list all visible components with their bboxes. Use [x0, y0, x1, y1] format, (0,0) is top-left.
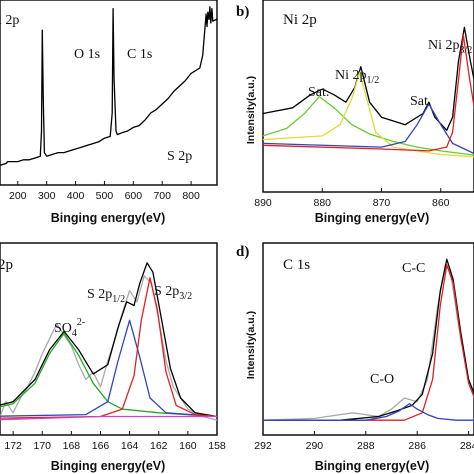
x-tick-label: 600	[125, 190, 143, 202]
x-tick-label: 200	[9, 190, 27, 202]
x-tick-label: 286	[408, 440, 426, 452]
x-tick-label: 158	[208, 440, 226, 452]
x-tick-label: 170	[33, 440, 51, 452]
panel-a: 800 700 600 500 400 300 200 Binging energy(eV) i…	[0, 0, 218, 225]
series-line-c-3	[0, 319, 217, 418]
peak-annotation: SO42-	[54, 317, 85, 339]
series-line-b-3	[263, 103, 474, 155]
x-tick-label: 166	[92, 440, 110, 452]
panel-label: b)	[236, 4, 249, 20]
x-tick-label: 880	[313, 197, 331, 209]
series-line-d-1	[263, 258, 474, 421]
x-tick-label: 160	[179, 440, 197, 452]
axes-frame	[262, 0, 474, 193]
panel-title: Ni 2p	[283, 12, 317, 28]
panel-label: d)	[236, 244, 249, 260]
series-line-d-2	[263, 264, 474, 421]
peak-annotation: S 2p3/2	[154, 284, 192, 302]
x-tick-label: 500	[96, 190, 114, 202]
y-axis-label: Intensity(a.u.)	[245, 76, 257, 144]
x-axis-label: Binging energy(eV)	[315, 211, 430, 225]
peak-annotation: Sat.	[410, 94, 431, 109]
x-tick-label: 292	[254, 440, 272, 452]
peak-annotation: C-O	[370, 372, 394, 387]
x-axis-label: Binging energy(eV)	[315, 459, 430, 473]
x-tick-label: 168	[63, 440, 81, 452]
panel-title: 2p	[0, 257, 13, 273]
x-tick-label: 290	[306, 440, 324, 452]
x-tick-label: 700	[153, 190, 171, 202]
x-tick-label: 400	[67, 190, 85, 202]
series-line-b-0	[263, 26, 474, 131]
x-tick-label: 164	[121, 440, 139, 452]
x-axis-label: Binging energy(eV)	[51, 211, 166, 225]
x-tick-label: 284	[460, 440, 474, 452]
x-axis-label: Binging energy(eV)	[51, 459, 166, 473]
x-tick-label: 890	[254, 197, 272, 209]
peak-annotation: i 2p	[0, 13, 19, 28]
series-line-c-0	[0, 275, 217, 421]
peak-annotation: S 2p1/2	[87, 287, 125, 305]
x-tick-label: 860	[432, 197, 450, 209]
y-axis-label: Intensity(a.u.)	[245, 311, 257, 379]
series-line-c-5	[0, 415, 217, 421]
axes-frame	[0, 0, 218, 186]
x-tick-label: 870	[373, 197, 391, 209]
series-line-d-3	[263, 402, 474, 421]
series-line-c-1	[0, 262, 217, 418]
axes-frame	[0, 242, 218, 436]
peak-annotation: C-C	[402, 261, 425, 276]
x-tick-label: 300	[38, 190, 56, 202]
peak-annotation: Ni 2p1/2	[335, 68, 379, 86]
x-tick-label: 800	[182, 190, 200, 202]
series-line-b-4	[263, 34, 474, 152]
x-tick-label: 172	[4, 440, 22, 452]
peak-annotation: O 1s	[74, 47, 100, 62]
series-line-a-0	[0, 6, 217, 166]
x-tick-label: 288	[357, 440, 375, 452]
peak-annotation: S 2p	[167, 149, 192, 164]
panel-title: C 1s	[283, 257, 310, 273]
series-line-c-2	[0, 332, 217, 418]
series-line-d-0	[263, 264, 474, 421]
panel-c: 172 170 168 166 164 162 160 158 Binging energy(e…	[0, 242, 226, 473]
panel-d: 292 290 288 286 284 Binging energy(eV) Intensi…	[236, 242, 474, 473]
peak-annotation: C 1s	[127, 47, 152, 62]
axes-frame	[262, 242, 474, 436]
peak-annotation: Ni 2p3/2	[428, 38, 472, 56]
series-line-c-4	[0, 277, 217, 419]
series-line-b-1	[263, 95, 474, 156]
x-tick-label: 162	[150, 440, 168, 452]
peak-annotation: Sat.	[308, 85, 329, 100]
